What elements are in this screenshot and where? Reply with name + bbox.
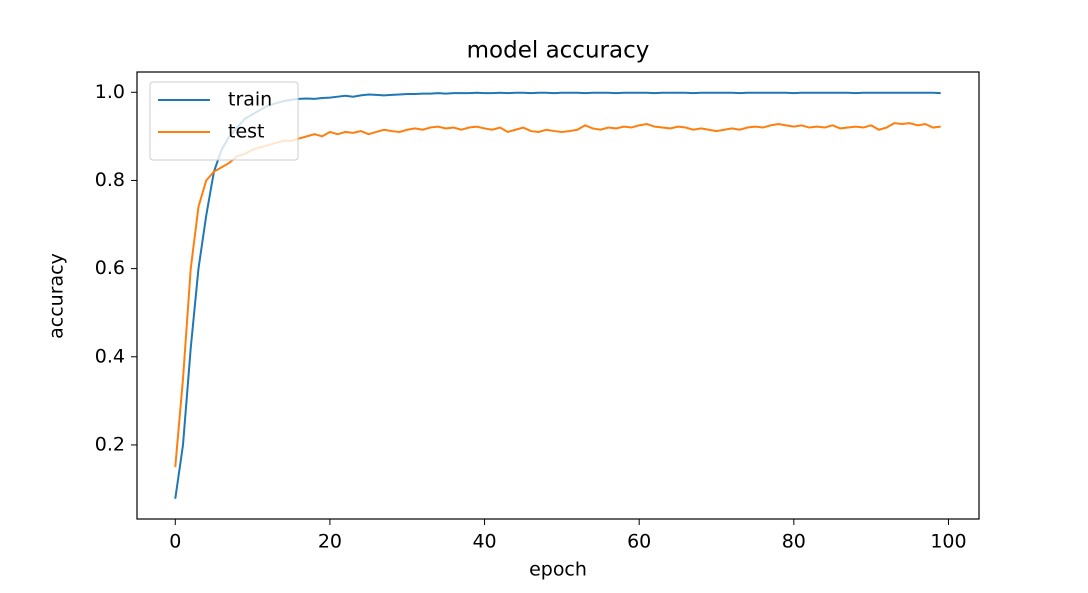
plot-frame <box>136 71 980 520</box>
chart-title: model accuracy <box>467 38 650 64</box>
x-tick-label: 0 <box>169 531 181 553</box>
x-tick-label: 100 <box>930 531 966 553</box>
legend-label: train <box>228 89 272 111</box>
y-tick-label: 0.4 <box>95 345 125 367</box>
y-tick-label: 0.2 <box>95 433 125 455</box>
x-tick-label: 20 <box>318 531 342 553</box>
x-tick-label: 80 <box>782 531 806 553</box>
y-tick-label: 1.0 <box>95 81 125 103</box>
series-line <box>174 91 941 499</box>
legend-box <box>149 81 299 161</box>
x-tick-label: 40 <box>472 531 496 553</box>
x-axis-label: epoch <box>529 559 587 581</box>
y-tick-label: 0.8 <box>95 169 125 191</box>
x-tick-label: 60 <box>627 531 651 553</box>
legend-label: test <box>228 121 265 143</box>
y-axis-label: accuracy <box>46 253 68 339</box>
series-line <box>174 122 941 468</box>
y-tick-label: 0.6 <box>95 257 125 279</box>
